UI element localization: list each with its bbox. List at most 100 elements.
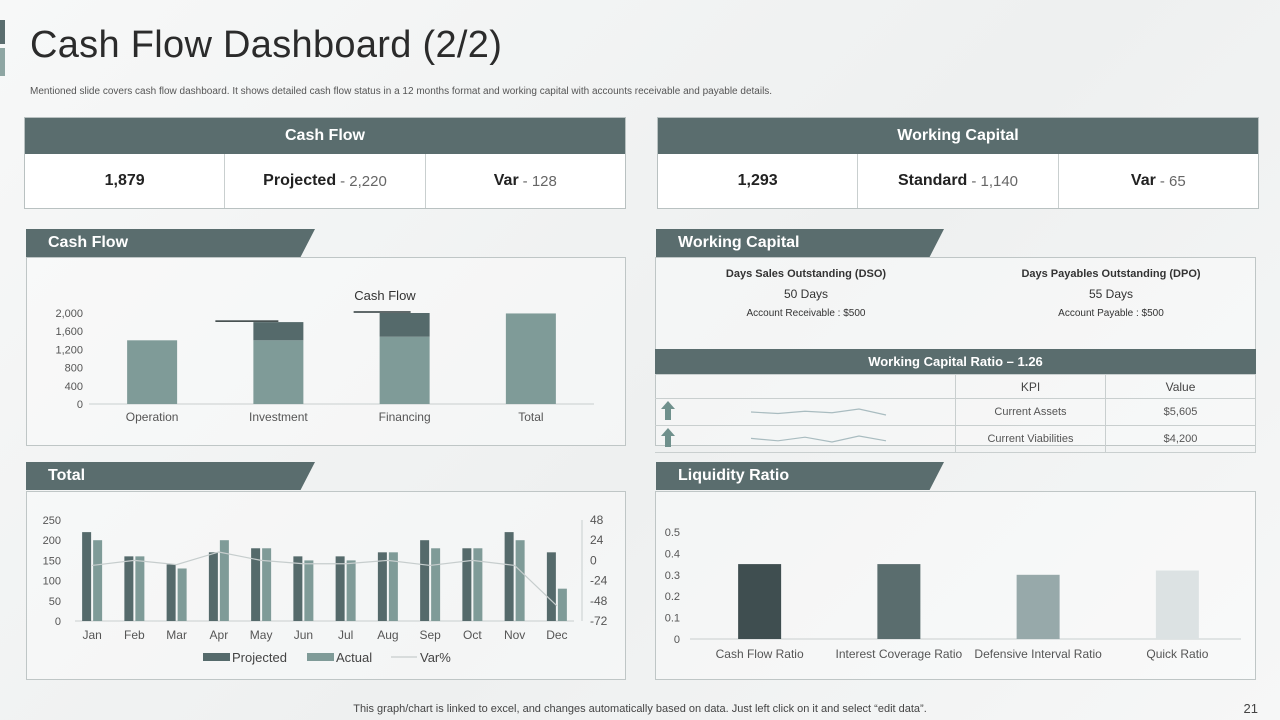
arrow-up-icon: [661, 401, 675, 420]
trend-cell: [655, 425, 956, 453]
y-tick-label: 0.4: [665, 548, 680, 560]
dpo-title: Days Payables Outstanding (DPO): [1021, 268, 1201, 280]
y-tick-label: 400: [65, 381, 83, 393]
accent-bar: [0, 20, 5, 44]
working-capital-kpi-table: KPI Value Current Assets $5,605 Current …: [655, 374, 1256, 453]
bar: [251, 548, 261, 621]
accent-bar: [0, 48, 5, 76]
y-tick-label: 0.2: [665, 591, 680, 603]
var-value: - 128: [522, 172, 557, 190]
arrow-up-icon: [661, 428, 675, 447]
kpi-name: Current Viabilities: [955, 425, 1106, 453]
total-chart-panel: 0 50 100 150 200 250 -72 -48 -24 0 24 48 Jan Feb Mar Ap…: [26, 491, 626, 680]
bar: [431, 548, 441, 621]
trend-line: [750, 435, 887, 443]
y-tick-label: 0: [674, 634, 680, 646]
kpi-value: $5,605: [1105, 398, 1256, 426]
x-tick-label: Jun: [294, 628, 313, 642]
cash-flow-chart-panel: Cash Flow 0 400 800 1,200 1,600 2,000 Operation…: [26, 257, 626, 446]
kpi-name: Current Assets: [955, 398, 1106, 426]
table-row: Current Assets $5,605: [655, 398, 1256, 426]
page-subtitle: Mentioned slide covers cash flow dashboa…: [30, 86, 773, 97]
bar: [93, 540, 103, 621]
footer-note: This graph/chart is linked to excel, and…: [353, 703, 927, 715]
cash-flow-kpi-title: Cash Flow: [25, 118, 625, 154]
dpo-subtext: Account Payable : $500: [1058, 308, 1164, 319]
page-title: Cash Flow Dashboard (2/2): [30, 24, 503, 66]
bar: [177, 568, 187, 621]
working-capital-value-cell: 1,293: [658, 154, 859, 208]
bar: [546, 552, 556, 621]
bar: [262, 548, 272, 621]
current-assets-trend: [661, 401, 887, 420]
x-tick-label: Operation: [126, 410, 179, 424]
x-tick-label: May: [250, 628, 273, 642]
y-tick-label: 1,600: [55, 326, 83, 338]
kpi-value: $4,200: [1105, 425, 1256, 453]
y-tick-label: 0: [77, 399, 83, 411]
x-tick-label: Jul: [338, 628, 353, 642]
bar: [388, 552, 398, 621]
var-line: [92, 551, 558, 607]
y2-tick-label: -48: [590, 594, 608, 608]
y-tick-label: 250: [43, 515, 61, 527]
dso-value: 50 Days: [783, 287, 829, 301]
bar: [877, 564, 921, 639]
bar: [82, 532, 92, 621]
cash-flow-projected-cell: Projected - 2,220: [225, 154, 426, 208]
bar: [208, 552, 218, 621]
liquidity-section-tab: Liquidity Ratio: [656, 462, 944, 490]
arrow-up-icon: [661, 428, 675, 447]
trend-line: [750, 408, 887, 416]
bar: [1016, 574, 1060, 639]
page-number: 21: [1243, 701, 1258, 716]
x-tick-label: Jan: [82, 628, 101, 642]
x-tick-label: Nov: [504, 628, 525, 642]
liquidity-chart: 0 0.1 0.2 0.3 0.4 0.5 Cash Flow Ratio Interest …: [665, 527, 1241, 661]
y2-tick-label: 24: [590, 533, 604, 547]
total-section-tab: Total: [26, 462, 315, 490]
dpo-block: Days Payables Outstanding (DPO) 55 Days …: [966, 268, 1256, 319]
bar: [462, 548, 472, 621]
dso-title: Days Sales Outstanding (DSO): [725, 268, 887, 280]
y2-tick-label: -24: [590, 574, 608, 588]
x-tick-label: Total: [518, 410, 543, 424]
var-label: Var: [493, 172, 519, 189]
x-tick-label: Defensive Interval Ratio: [974, 647, 1102, 661]
bar: [1155, 570, 1199, 639]
bar: [166, 564, 176, 621]
x-tick-label: Dec: [546, 628, 567, 642]
cash-flow-value-cell: 1,879: [25, 154, 226, 208]
y-tick-label: 0.3: [665, 570, 680, 582]
bar: [379, 313, 430, 337]
y-tick-label: 800: [65, 363, 83, 375]
legend-swatch-actual: [307, 653, 334, 661]
bar: [505, 313, 556, 404]
working-capital-kpi-card: Working Capital 1,293 Standard - 1,140 V…: [657, 117, 1259, 209]
legend-label: Var%: [420, 650, 451, 665]
bar: [473, 548, 483, 621]
x-tick-label: Interest Coverage Ratio: [836, 647, 963, 661]
bar: [335, 556, 345, 621]
bar: [346, 560, 356, 621]
liquidity-chart-panel: 0 0.1 0.2 0.3 0.4 0.5 Cash Flow Ratio Interest …: [655, 491, 1256, 680]
cash-flow-value: 1,879: [104, 172, 145, 189]
bar: [127, 340, 178, 404]
y-tick-label: 0: [55, 616, 61, 628]
arrow-up-icon: [661, 401, 675, 420]
bar: [504, 532, 514, 621]
bar: [253, 322, 304, 341]
var-value: - 65: [1159, 172, 1186, 190]
x-tick-label: Cash Flow Ratio: [716, 647, 804, 661]
bar: [124, 556, 134, 621]
value-column-header: Value: [1105, 374, 1256, 399]
y2-tick-label: 0: [590, 553, 597, 567]
legend-swatch-projected: [203, 653, 230, 661]
working-capital-section-tab: Working Capital: [656, 229, 944, 257]
table-row: Current Viabilities $4,200: [655, 425, 1256, 453]
legend-label: Actual: [336, 650, 372, 665]
x-tick-label: Oct: [463, 628, 482, 642]
kpi-column-header: KPI: [955, 374, 1106, 399]
x-tick-label: Feb: [124, 628, 145, 642]
x-tick-label: Aug: [377, 628, 398, 642]
